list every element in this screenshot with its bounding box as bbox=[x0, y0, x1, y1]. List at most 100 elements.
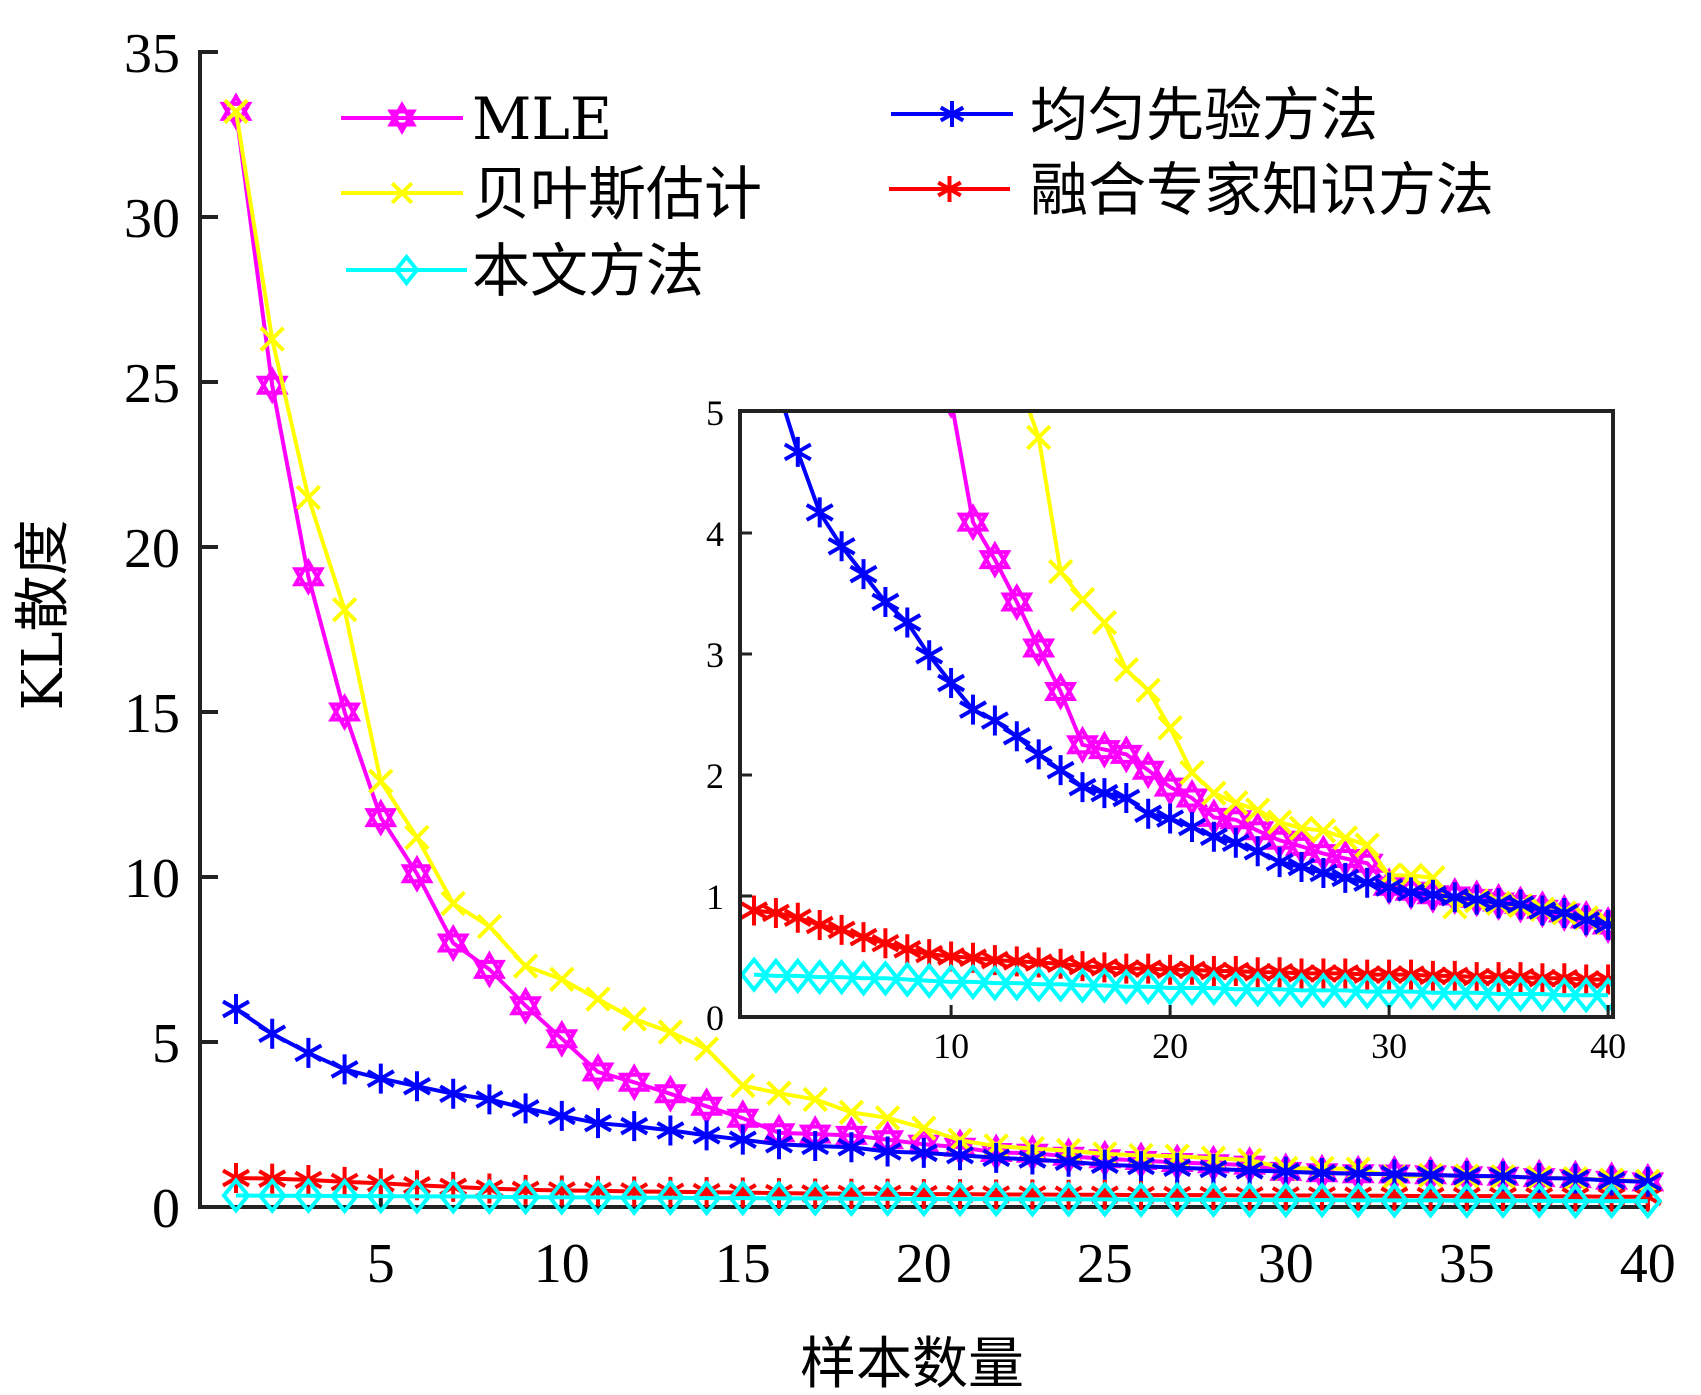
inset-point-mle bbox=[1000, 583, 1034, 621]
main-point-uniform-prior bbox=[728, 1124, 757, 1155]
inset-point-proposed bbox=[936, 963, 966, 1001]
main-point-proposed bbox=[1416, 1182, 1446, 1219]
main-point-proposed bbox=[330, 1177, 360, 1215]
inset-point-uniform-prior bbox=[1528, 895, 1557, 926]
inset-point-proposed bbox=[1111, 968, 1141, 1005]
main-point-uniform-prior bbox=[547, 1100, 576, 1131]
inset-point-proposed bbox=[1265, 970, 1295, 1008]
main-y-tick-label: 15 bbox=[124, 683, 180, 745]
main-y-tick-label: 0 bbox=[152, 1178, 180, 1240]
inset-point-uniform-prior bbox=[1418, 879, 1447, 910]
x-axis-label: 样本数量 bbox=[800, 1332, 1024, 1395]
main-point-proposed bbox=[1126, 1181, 1156, 1218]
inset-point-uniform-prior bbox=[1397, 877, 1425, 908]
inset-point-bayes bbox=[1266, 809, 1293, 835]
main-point-bayes bbox=[766, 1080, 792, 1106]
inset-point-expert-knowledge bbox=[740, 895, 768, 926]
inset-point-proposed bbox=[740, 956, 769, 993]
inset-point-uniform-prior bbox=[849, 559, 878, 590]
main-point-proposed bbox=[1054, 1181, 1084, 1218]
inset-point-uniform-prior bbox=[827, 531, 856, 562]
main-point-proposed bbox=[257, 1177, 287, 1214]
inset-point-bayes bbox=[1006, 364, 1029, 387]
inset-point-proposed bbox=[1308, 972, 1338, 1009]
inset-point-uniform-prior bbox=[980, 705, 1009, 736]
legend-label: 本文方法 bbox=[472, 237, 704, 305]
inset-point-expert-knowledge bbox=[827, 914, 856, 945]
inset-point-bayes bbox=[962, 243, 985, 266]
inset-point-bayes bbox=[1113, 657, 1139, 683]
inset-point-uniform-prior bbox=[1265, 847, 1294, 878]
main-point-proposed bbox=[1379, 1182, 1409, 1219]
main-point-mle bbox=[472, 950, 506, 989]
inset-point-proposed bbox=[1089, 967, 1119, 1004]
main-x-tick-label: 10 bbox=[534, 1233, 590, 1295]
inset-point-expert-knowledge bbox=[849, 922, 878, 953]
main-point-proposed bbox=[655, 1179, 685, 1216]
inset-point-mle bbox=[1022, 629, 1056, 667]
inset-point-proposed bbox=[848, 960, 879, 997]
inset-y-tick-label: 4 bbox=[706, 514, 724, 554]
legend-marker-diamond-icon bbox=[393, 253, 420, 287]
inset-point-proposed bbox=[1330, 972, 1360, 1009]
main-point-bayes bbox=[259, 326, 285, 352]
main-series-expert-knowledge bbox=[222, 1162, 1662, 1212]
inset-point-uniform-prior bbox=[1331, 862, 1360, 893]
main-point-proposed bbox=[1343, 1182, 1373, 1219]
inset-point-bayes bbox=[1026, 424, 1052, 451]
inset-point-mle bbox=[1175, 779, 1209, 817]
legend-marker-asterisk-icon bbox=[939, 101, 965, 127]
main-point-bayes bbox=[404, 824, 430, 851]
main-point-uniform-prior bbox=[656, 1115, 685, 1146]
main-point-uniform-prior bbox=[1235, 1155, 1264, 1186]
main-point-proposed bbox=[981, 1180, 1011, 1218]
legend-item-bayes: 贝叶斯估计 bbox=[341, 160, 762, 228]
main-point-proposed bbox=[800, 1180, 830, 1217]
main-point-mle bbox=[291, 557, 325, 596]
inset-point-uniform-prior bbox=[937, 668, 966, 699]
main-point-bayes bbox=[476, 913, 503, 940]
inset-point-uniform-prior bbox=[1594, 910, 1613, 941]
main-point-mle bbox=[509, 986, 543, 1025]
main-point-proposed bbox=[764, 1180, 794, 1217]
main-point-bayes bbox=[657, 1019, 684, 1045]
inset-point-proposed bbox=[1484, 975, 1514, 1013]
main-point-proposed bbox=[293, 1177, 323, 1214]
inset-point-proposed bbox=[1067, 967, 1098, 1004]
legend-marker-x-icon bbox=[390, 181, 414, 205]
inset-point-proposed bbox=[1155, 969, 1185, 1007]
main-point-uniform-prior bbox=[258, 1018, 287, 1049]
main-point-uniform-prior bbox=[1018, 1144, 1047, 1175]
inset-point-uniform-prior bbox=[893, 607, 922, 638]
inset-point-proposed bbox=[1571, 977, 1601, 1014]
main-point-uniform-prior bbox=[909, 1137, 938, 1168]
main-y-tick-label: 35 bbox=[124, 23, 180, 85]
inset-point-mle bbox=[894, 131, 920, 161]
main-point-proposed bbox=[1597, 1182, 1627, 1220]
main-point-proposed bbox=[1633, 1182, 1663, 1220]
inset-point-proposed bbox=[1024, 966, 1054, 1003]
main-x-tick-label: 15 bbox=[715, 1233, 771, 1295]
main-point-proposed bbox=[1235, 1181, 1265, 1219]
main-point-proposed bbox=[221, 1177, 251, 1214]
inset-point-uniform-prior bbox=[1090, 778, 1119, 809]
legend-marker-hexagram-icon bbox=[387, 101, 417, 135]
main-point-uniform-prior bbox=[946, 1140, 974, 1171]
main-point-mle bbox=[400, 854, 434, 893]
main-point-mle bbox=[364, 798, 398, 837]
main-point-bayes bbox=[621, 1006, 647, 1032]
inset-point-uniform-prior bbox=[1156, 803, 1185, 834]
inset-point-uniform-prior bbox=[1287, 851, 1316, 882]
inset-y-tick-label: 0 bbox=[706, 998, 724, 1038]
inset-y-tick-label: 1 bbox=[706, 877, 724, 917]
inset-point-uniform-prior bbox=[1462, 884, 1491, 915]
main-point-proposed bbox=[945, 1180, 975, 1218]
legend-item-expert-knowledge: 融合专家知识方法 bbox=[889, 156, 1494, 224]
main-point-uniform-prior bbox=[620, 1111, 649, 1142]
inset-point-proposed bbox=[958, 963, 988, 1001]
inset-x-tick-label: 40 bbox=[1590, 1026, 1626, 1066]
main-point-bayes bbox=[911, 1115, 937, 1141]
main-point-bayes bbox=[874, 1105, 901, 1131]
main-point-bayes bbox=[368, 768, 394, 794]
main-line-uniform-prior bbox=[234, 1007, 1648, 1184]
